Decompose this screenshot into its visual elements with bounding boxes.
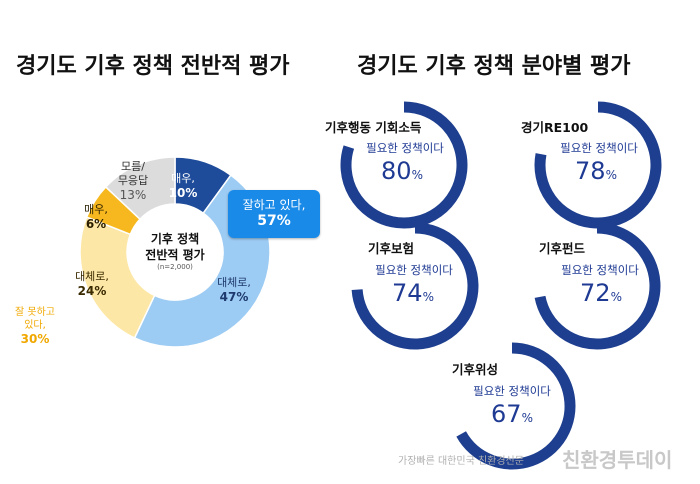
gauge-title-insurance: 기후보험 bbox=[368, 241, 415, 256]
right-title: 경기도 기후 정책 분야별 평가 bbox=[357, 54, 631, 79]
gauge-value-fund: 72% bbox=[580, 279, 622, 307]
left-title: 경기도 기후 정책 전반적 평가 bbox=[16, 54, 290, 79]
gauge-sub-fund: 필요한 정책이다 bbox=[561, 263, 639, 277]
gauge-title-fund: 기후펀드 bbox=[539, 241, 586, 256]
good-callout: 잘하고 있다, 57% bbox=[228, 190, 320, 238]
slice-label-dont-know: 모름/ 무응답 13% bbox=[117, 160, 149, 202]
donut-slice-2 bbox=[79, 216, 156, 339]
slice-label-mostly-good: 대체로, 47% bbox=[217, 276, 251, 304]
donut-hole bbox=[129, 206, 221, 298]
gauge-arc-0 bbox=[340, 101, 468, 229]
slice-label-very-good: 매우, 10% bbox=[168, 172, 198, 200]
watermark-brand: 친환경투데이 bbox=[562, 448, 673, 472]
gauge-title-re100: 경기RE100 bbox=[521, 120, 589, 135]
gauge-sub-satellite: 필요한 정책이다 bbox=[473, 384, 551, 398]
gauge-arc-2 bbox=[351, 222, 479, 350]
gauge-sub-re100: 필요한 정책이다 bbox=[560, 141, 638, 155]
gauge-value-insurance: 74% bbox=[392, 279, 434, 307]
gauge-arc-3 bbox=[534, 222, 661, 350]
gauge-title-opportunity-income: 기후행동 기회소득 bbox=[325, 120, 422, 135]
gauge-title-satellite: 기후위성 bbox=[452, 362, 499, 377]
gauge-arc-4 bbox=[456, 342, 576, 470]
gauge-value-satellite: 67% bbox=[491, 400, 533, 428]
donut-slice-4 bbox=[104, 156, 176, 221]
gauge-arc-1 bbox=[534, 101, 662, 229]
gauge-value-opportunity-income: 80% bbox=[381, 157, 423, 185]
donut-center-label: 기후 정책 전반적 평가 (n=2,000) bbox=[145, 232, 205, 272]
gauge-sub-opportunity-income: 필요한 정책이다 bbox=[366, 141, 444, 155]
watermark-text: 가장빠른 대한민국 친환경신문 bbox=[398, 456, 524, 467]
slice-label-mostly-bad: 대체로, 24% bbox=[75, 270, 109, 298]
gauge-sub-insurance: 필요한 정책이다 bbox=[375, 263, 453, 277]
gauge-value-re100: 78% bbox=[575, 157, 617, 185]
bad-outside-label: 잘 못하고 있다, 30% bbox=[15, 307, 55, 346]
slice-label-very-bad: 매우, 6% bbox=[84, 203, 108, 231]
